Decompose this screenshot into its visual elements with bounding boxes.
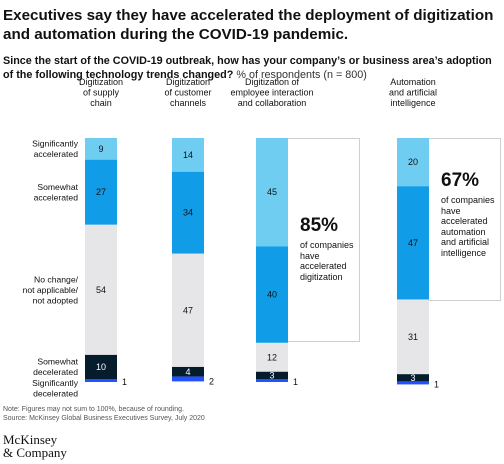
data-label: 9 <box>98 144 103 154</box>
callout: 67% of companies have accelerated automat… <box>441 170 495 258</box>
bar-segment <box>256 138 288 247</box>
bar-segment <box>172 253 204 367</box>
bar-segment <box>397 381 429 385</box>
bar-segment <box>256 246 288 343</box>
bar-segment <box>85 224 117 355</box>
series-label: Significantly <box>32 139 79 149</box>
category-label: and artificial <box>389 88 437 98</box>
data-label: 4 <box>185 367 190 377</box>
data-label: 2 <box>209 376 214 386</box>
data-label: 1 <box>434 379 439 389</box>
category-label: Digitization <box>79 77 123 87</box>
footnote-source: Source: McKinsey Global Business Executi… <box>3 415 205 422</box>
mckinsey-logo: McKinsey & Company <box>3 433 67 459</box>
data-label: 54 <box>96 285 106 295</box>
category-label: intelligence <box>390 98 435 108</box>
category-label: chain <box>90 98 112 108</box>
data-label: 1 <box>293 377 298 387</box>
bar-segment <box>172 171 204 254</box>
series-label: Somewhat <box>37 182 78 192</box>
series-label: accelerated <box>34 149 79 159</box>
bar-segment <box>397 138 429 187</box>
bar-segment <box>172 138 204 172</box>
bar-segment <box>256 379 288 382</box>
data-label: 34 <box>183 208 193 218</box>
category-label: employee interaction <box>230 88 313 98</box>
logo-line-1: McKinsey <box>3 432 58 447</box>
data-label: 14 <box>183 150 193 160</box>
callout-bracket <box>288 138 360 342</box>
bar-segment <box>85 138 117 160</box>
bar-segment <box>397 186 429 300</box>
series-label: not applicable/ <box>23 285 79 295</box>
data-label: 45 <box>267 187 277 197</box>
category-label: Automation <box>390 77 436 87</box>
series-label: decelerated <box>33 388 78 398</box>
data-label: 1 <box>122 377 127 387</box>
bar-segment <box>85 159 117 225</box>
bar-segment <box>85 379 117 382</box>
data-label: 40 <box>267 290 277 300</box>
data-label: 47 <box>408 238 418 248</box>
series-label: accelerated <box>34 192 79 202</box>
category-label: Digitization <box>166 77 210 87</box>
series-label: decelerated <box>33 367 78 377</box>
data-label: 20 <box>408 157 418 167</box>
data-label: 31 <box>408 332 418 342</box>
callout-text: of companies have accelerated digitizati… <box>300 240 354 282</box>
bar-segment <box>397 299 429 375</box>
footnote: Note: Figures may not sum to 100%, becau… <box>3 405 205 423</box>
footnote-note: Note: Figures may not sum to 100%, becau… <box>3 406 184 413</box>
bar-segment <box>172 366 204 377</box>
series-label: Significantly <box>32 378 79 388</box>
callout-value: 85% <box>300 215 339 236</box>
callout-value: 67% <box>441 170 480 191</box>
callout: 85% of companies have accelerated digitiz… <box>300 215 354 282</box>
callout-bracket <box>429 138 501 301</box>
data-label: 47 <box>183 305 193 315</box>
bar-segment <box>172 376 204 382</box>
logo-line-2: & Company <box>3 445 67 460</box>
bar-segment <box>256 342 288 372</box>
bar-segment <box>397 374 429 382</box>
chart-subtitle: Since the start of the COVID-19 outbreak… <box>3 55 501 82</box>
unit-label: % of respondents (n = 800) <box>236 68 367 81</box>
category-label: of customer <box>164 88 211 98</box>
series-label: not adopted <box>33 295 79 305</box>
survey-question: Since the start of the COVID-19 outbreak… <box>3 55 492 81</box>
data-label: 10 <box>96 362 106 372</box>
category-label: channels <box>170 98 207 108</box>
category-label: of supply <box>83 88 120 98</box>
data-label: 12 <box>267 352 277 362</box>
data-label: 3 <box>410 373 415 383</box>
category-label: Digitization of <box>245 77 300 87</box>
data-label: 3 <box>269 370 274 380</box>
series-label: No change/ <box>34 274 79 284</box>
data-label: 27 <box>96 187 106 197</box>
bar-segment <box>85 354 117 379</box>
chart-title: Executives say they have accelerated the… <box>3 7 494 43</box>
series-label: Somewhat <box>37 357 78 367</box>
callout-text: of companies have accelerated automation… <box>441 195 495 258</box>
bar-segment <box>256 371 288 379</box>
category-label: and collaboration <box>238 98 307 108</box>
